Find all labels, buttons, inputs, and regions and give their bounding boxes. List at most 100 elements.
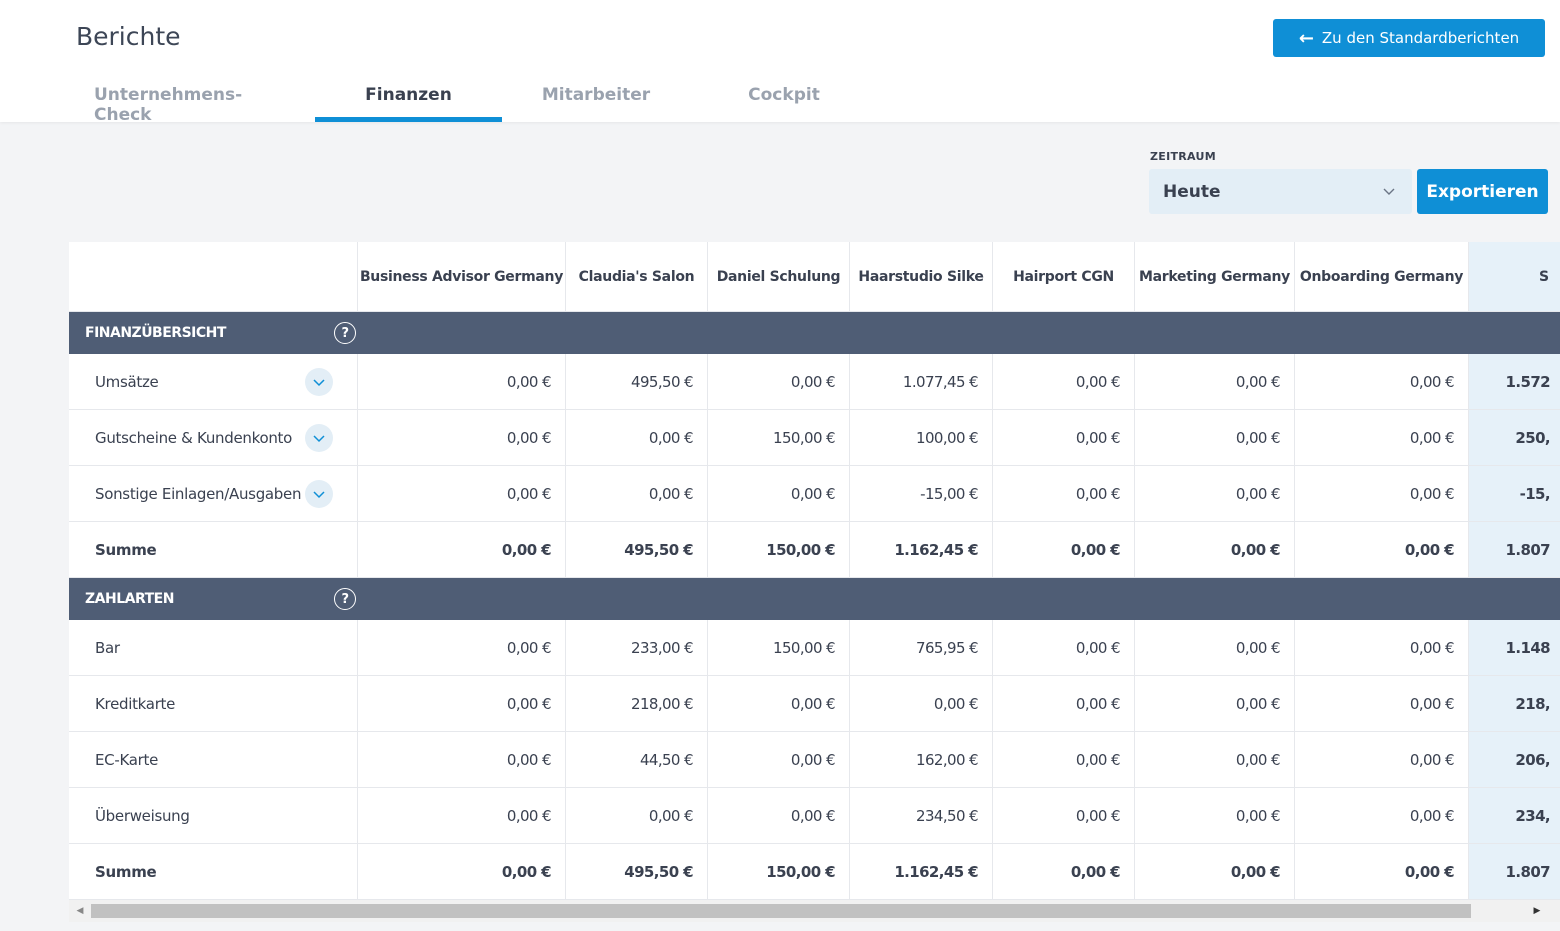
value-cell: 0,00 € <box>993 620 1135 675</box>
row-label-cell: EC-Karte <box>69 732 358 787</box>
row-label: Bar <box>95 639 120 657</box>
chevron-down-icon[interactable] <box>305 424 333 452</box>
value-cell: 495,50 € <box>566 522 708 577</box>
sum-value-cell: 234, <box>1469 788 1560 843</box>
column-header: Hairport CGN <box>993 242 1135 311</box>
value-cell: 0,00 € <box>1135 788 1295 843</box>
value-cell: 0,00 € <box>993 410 1135 465</box>
sum-value-cell: 1.148 <box>1469 620 1560 675</box>
column-header: Daniel Schulung <box>708 242 850 311</box>
row-label-cell: Summe <box>69 844 358 899</box>
value-cell: 765,95 € <box>850 620 993 675</box>
value-cell: 0,00 € <box>1295 620 1469 675</box>
value-cell: 0,00 € <box>708 466 850 521</box>
table-row: Überweisung 0,00 €0,00 €0,00 €234,50 €0,0… <box>69 788 1560 844</box>
tab-cockpit[interactable]: Cockpit <box>748 85 820 105</box>
value-cell: 0,00 € <box>358 354 566 409</box>
row-label: Summe <box>95 541 157 559</box>
chevron-down-icon[interactable] <box>305 480 333 508</box>
value-cell: 0,00 € <box>358 522 566 577</box>
value-cell: 0,00 € <box>358 844 566 899</box>
value-cell: 0,00 € <box>1295 788 1469 843</box>
value-cell: 0,00 € <box>993 466 1135 521</box>
column-header: Marketing Germany <box>1135 242 1295 311</box>
zeitraum-select[interactable]: Heute <box>1149 169 1412 214</box>
table-row: Summe 0,00 €495,50 €150,00 €1.162,45 €0,0… <box>69 844 1560 900</box>
value-cell: 0,00 € <box>850 676 993 731</box>
value-cell: 0,00 € <box>993 354 1135 409</box>
row-label: EC-Karte <box>95 751 159 769</box>
value-cell: 0,00 € <box>1295 354 1469 409</box>
row-label: Überweisung <box>95 807 190 825</box>
export-button[interactable]: Exportieren <box>1417 169 1548 214</box>
row-label: Sonstige Einlagen/Ausgaben <box>95 485 302 503</box>
tab-unternehmens-check[interactable]: Unternehmens-Check <box>94 85 243 125</box>
page-header: Berichte ← Zu den Standardberichten Unte… <box>0 0 1560 125</box>
value-cell: 0,00 € <box>1135 466 1295 521</box>
sum-value-cell: 206, <box>1469 732 1560 787</box>
finance-table: Business Advisor Germany Claudia's Salon D… <box>69 242 1560 900</box>
back-to-standard-reports-button[interactable]: ← Zu den Standardberichten <box>1273 19 1545 57</box>
value-cell: 162,00 € <box>850 732 993 787</box>
help-circle-icon[interactable]: ? <box>334 588 356 610</box>
value-cell: 0,00 € <box>1295 732 1469 787</box>
table-row: Sonstige Einlagen/Ausgaben 0,00 €0,00 €0,… <box>69 466 1560 522</box>
row-label-cell: Umsätze <box>69 354 358 409</box>
value-cell: 0,00 € <box>1135 354 1295 409</box>
row-label: Umsätze <box>95 373 159 391</box>
value-cell: 0,00 € <box>1295 844 1469 899</box>
report-tabs: Unternehmens-Check Finanzen Mitarbeiter … <box>0 78 900 125</box>
row-label-cell: Überweisung <box>69 788 358 843</box>
value-cell: 1.162,45 € <box>850 522 993 577</box>
value-cell: 0,00 € <box>358 410 566 465</box>
scroll-left-icon[interactable]: ◀ <box>76 906 84 916</box>
column-header: S <box>1469 242 1560 311</box>
value-cell: 0,00 € <box>708 788 850 843</box>
table-header-row: Business Advisor Germany Claudia's Salon D… <box>69 242 1560 312</box>
section-header-zahlarten: ZAHLARTEN? <box>69 578 1560 620</box>
value-cell: 0,00 € <box>1135 844 1295 899</box>
value-cell: 0,00 € <box>993 788 1135 843</box>
row-label-cell: Summe <box>69 522 358 577</box>
sum-value-cell: 1.807 <box>1469 522 1560 577</box>
row-label-cell: Bar <box>69 620 358 675</box>
value-cell: 0,00 € <box>1295 410 1469 465</box>
value-cell: 0,00 € <box>358 466 566 521</box>
scroll-right-icon[interactable]: ▶ <box>1533 906 1541 916</box>
section-header-finanzübersicht: FINANZÜBERSICHT? <box>69 312 1560 354</box>
value-cell: 150,00 € <box>708 522 850 577</box>
scrollbar-thumb[interactable] <box>91 904 1471 918</box>
value-cell: 495,50 € <box>566 844 708 899</box>
value-cell: 44,50 € <box>566 732 708 787</box>
section-title: FINANZÜBERSICHT <box>85 325 226 341</box>
row-label: Kreditkarte <box>95 695 176 713</box>
value-cell: 150,00 € <box>708 844 850 899</box>
column-header: Onboarding Germany <box>1295 242 1469 311</box>
zeitraum-value: Heute <box>1163 181 1221 202</box>
help-circle-icon[interactable]: ? <box>334 322 356 344</box>
value-cell: 0,00 € <box>566 466 708 521</box>
zeitraum-label: ZEITRAUM <box>1150 150 1217 163</box>
tab-finanzen[interactable]: Finanzen <box>315 78 502 122</box>
value-cell: 150,00 € <box>708 620 850 675</box>
value-cell: 0,00 € <box>566 788 708 843</box>
page-title: Berichte <box>76 22 181 51</box>
chevron-down-icon[interactable] <box>305 368 333 396</box>
sum-value-cell: 250, <box>1469 410 1560 465</box>
table-row: Kreditkarte 0,00 €218,00 €0,00 €0,00 €0,0… <box>69 676 1560 732</box>
column-header: Haarstudio Silke <box>850 242 993 311</box>
value-cell: 0,00 € <box>358 676 566 731</box>
arrow-left-icon: ← <box>1298 27 1314 49</box>
value-cell: 0,00 € <box>358 620 566 675</box>
value-cell: 0,00 € <box>993 676 1135 731</box>
value-cell: 0,00 € <box>993 732 1135 787</box>
tab-mitarbeiter[interactable]: Mitarbeiter <box>541 85 651 105</box>
value-cell: 150,00 € <box>708 410 850 465</box>
value-cell: 0,00 € <box>708 676 850 731</box>
value-cell: 0,00 € <box>358 788 566 843</box>
value-cell: 495,50 € <box>566 354 708 409</box>
row-label: Summe <box>95 863 157 881</box>
column-header: Business Advisor Germany <box>358 242 566 311</box>
horizontal-scrollbar[interactable]: ◀ ▶ <box>69 900 1560 922</box>
value-cell: 0,00 € <box>358 732 566 787</box>
